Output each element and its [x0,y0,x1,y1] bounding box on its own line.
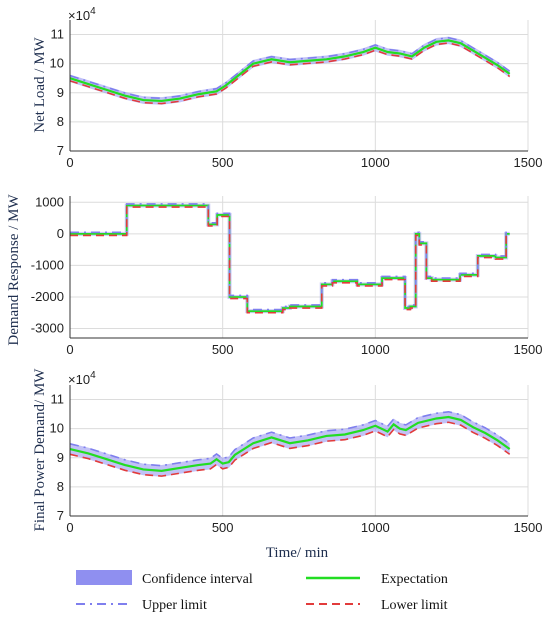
final-demand-exponent-base: ×10 [68,372,90,387]
net-load-ylabel: Net Load / MW [32,36,48,132]
y-tick-label: 9 [57,450,64,465]
final-power-demand-panel: 7 8 9 10 11 0 500 1000 1500 [50,385,543,535]
y-tick-label: 9 [57,85,64,100]
expectation-line [69,415,511,472]
legend-upper-label: Upper limit [142,598,207,613]
final-demand-exponent-power: 4 [90,370,96,381]
y-tick-label: 1000 [35,194,64,209]
x-tick-label: 1500 [514,155,543,170]
x-tick-label: 1000 [361,342,390,357]
y-tick-label: 11 [51,392,65,407]
confidence-band [70,36,510,105]
final-power-demand-ylabel: Final Power Demand/ MW [32,368,48,532]
net-load-exponent-base: ×10 [68,8,90,23]
net-load-exponent: ×104 [68,6,96,23]
legend-lower-label: Lower limit [381,598,448,613]
y-tick-label: 10 [50,56,64,71]
x-tick-label: 1000 [361,520,390,535]
x-tick-label: 1000 [361,155,390,170]
demand-response-ylabel: Demand Response / MW [6,194,22,346]
y-tick-label: 0 [57,226,64,241]
upper-limit-line [70,203,510,311]
x-tick-label: 0 [66,520,73,535]
time-xlabel: Time/ min [266,545,329,561]
lower-limit-line [70,206,510,314]
upper-limit-line [69,410,511,467]
y-tick-label: 7 [57,143,64,158]
net-load-panel: 7 8 9 10 11 0 500 1000 1500 [50,20,543,170]
legend-confidence-swatch [76,570,132,585]
y-tick-label: -1000 [31,257,64,272]
y-tick-label: 8 [57,479,64,494]
x-tick-label: 1500 [514,520,543,535]
x-tick-label: 1500 [514,342,543,357]
confidence-band [70,203,510,314]
upper-limit-line [69,36,511,100]
legend-expectation-label: Expectation [381,572,448,587]
net-load-exponent-power: 4 [90,6,96,17]
y-tick-label: 10 [50,421,64,436]
y-tick-label: 11 [51,27,65,42]
x-tick-label: 0 [66,342,73,357]
y-tick-label: 7 [57,508,64,523]
x-tick-label: 0 [66,155,73,170]
expectation-line [70,204,510,313]
y-tick-label: -3000 [31,321,64,336]
lower-limit-line [69,421,511,477]
expectation-line [69,39,511,103]
svg-text:×104: ×104 [68,370,96,387]
lower-limit-line [69,42,511,105]
y-tick-label: 8 [57,114,64,129]
x-tick-label: 500 [212,342,234,357]
svg-text:×104: ×104 [68,6,96,23]
y-tick-label: -2000 [31,289,64,304]
x-tick-label: 500 [212,520,234,535]
final-demand-exponent: ×104 [68,370,96,387]
legend: Confidence interval Expectation Upper li… [76,570,448,613]
x-tick-label: 500 [212,155,234,170]
legend-confidence-label: Confidence interval [142,572,253,587]
